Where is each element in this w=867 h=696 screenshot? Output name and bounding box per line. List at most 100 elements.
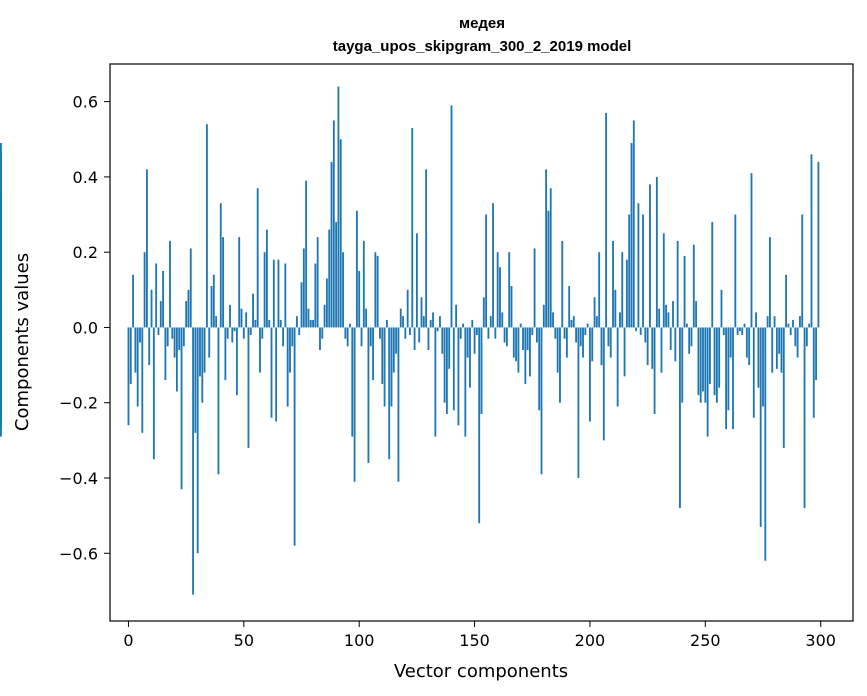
bar-222 [639,327,642,335]
bar-18 [169,240,171,328]
bar-283 [780,327,783,373]
bar-68 [284,263,287,328]
bar-182 [547,210,550,328]
bar-78 [307,308,310,328]
bar-40 [219,203,222,328]
bar-23 [180,327,183,490]
bar-71 [291,327,294,347]
bar-145 [462,323,464,328]
bar-209 [609,327,612,358]
bar-189 [563,327,566,339]
bar-107 [374,252,377,328]
bar-199 [586,323,589,328]
x-tick-label: 100 [344,631,375,650]
bar-187 [559,327,561,403]
bar-59 [263,252,266,328]
bar-58 [261,327,264,339]
bar-250 [704,327,707,403]
bar-161 [499,267,501,328]
bar-104 [367,327,370,463]
x-tick-label: 150 [459,631,490,650]
bar-155 [485,214,488,328]
bar-43 [226,327,229,339]
bar-25 [185,301,188,328]
bar-244 [690,327,693,347]
bar-286 [787,323,790,328]
bar-4 [136,327,139,407]
bar-288 [792,319,794,328]
bar-251 [706,327,709,437]
bar-series [0,86,820,595]
bar-260 [727,327,730,411]
bar-21 [175,327,178,392]
bar-166 [510,286,513,328]
bar-56 [256,188,259,328]
bar-152 [478,327,481,524]
bar-94 [344,327,347,339]
bar-248 [699,327,702,403]
bar-249 [702,327,704,392]
bar-133 [434,327,437,437]
bar-246 [695,301,698,328]
x-tick-label: 0 [123,631,133,650]
bar-175 [531,327,534,335]
bar-213 [619,312,621,328]
bar-217 [628,214,631,328]
bar-20 [173,327,176,358]
bar-106 [372,327,374,381]
bar-24 [182,327,185,347]
bar-85 [323,304,326,328]
bar-92 [339,139,342,328]
bar-74 [298,327,301,335]
bar-148 [469,327,471,388]
bar-33 [203,327,206,373]
bar-169 [517,327,520,373]
bar-185 [554,327,557,339]
bar-240 [681,327,684,403]
bar-39 [217,327,220,475]
bar-66 [279,319,282,328]
bar-81 [314,263,317,328]
bar-27 [189,248,192,328]
bar-50 [242,327,245,339]
bar-181 [545,169,548,328]
bar-211 [614,289,617,328]
bar-197 [582,327,584,358]
bar-285 [785,274,788,328]
bar-205 [600,327,603,366]
bar-173 [526,327,529,351]
bar-157 [489,316,492,328]
bar-214 [621,252,624,328]
bar-271 [752,327,755,418]
bar-178 [538,327,541,411]
bar-256 [718,327,721,388]
bar-90 [335,222,338,328]
bar-291 [799,316,801,328]
bar-224 [644,327,647,343]
bar-174 [529,327,531,377]
bar-62 [270,327,273,418]
x-tick-label: 50 [234,631,254,650]
bar-218 [630,143,633,328]
bar-192 [570,319,573,328]
bar-60 [265,229,268,328]
bar-238 [676,240,679,328]
bar-247 [697,327,700,396]
bar-77 [305,180,308,328]
bar-57 [259,327,261,373]
bar-165 [508,252,511,328]
bar-134 [436,327,439,332]
bar-79 [309,319,312,328]
bar-114 [390,327,393,407]
bar-141 [452,327,455,411]
bar-127 [420,297,423,328]
bar-254 [713,327,716,396]
bar-188 [561,240,564,328]
bar-177 [535,327,538,343]
bar-243 [688,327,691,354]
bar-228 [653,327,656,415]
bar-111 [383,327,386,407]
bar-297 [812,327,815,418]
bar-101 [360,327,363,347]
